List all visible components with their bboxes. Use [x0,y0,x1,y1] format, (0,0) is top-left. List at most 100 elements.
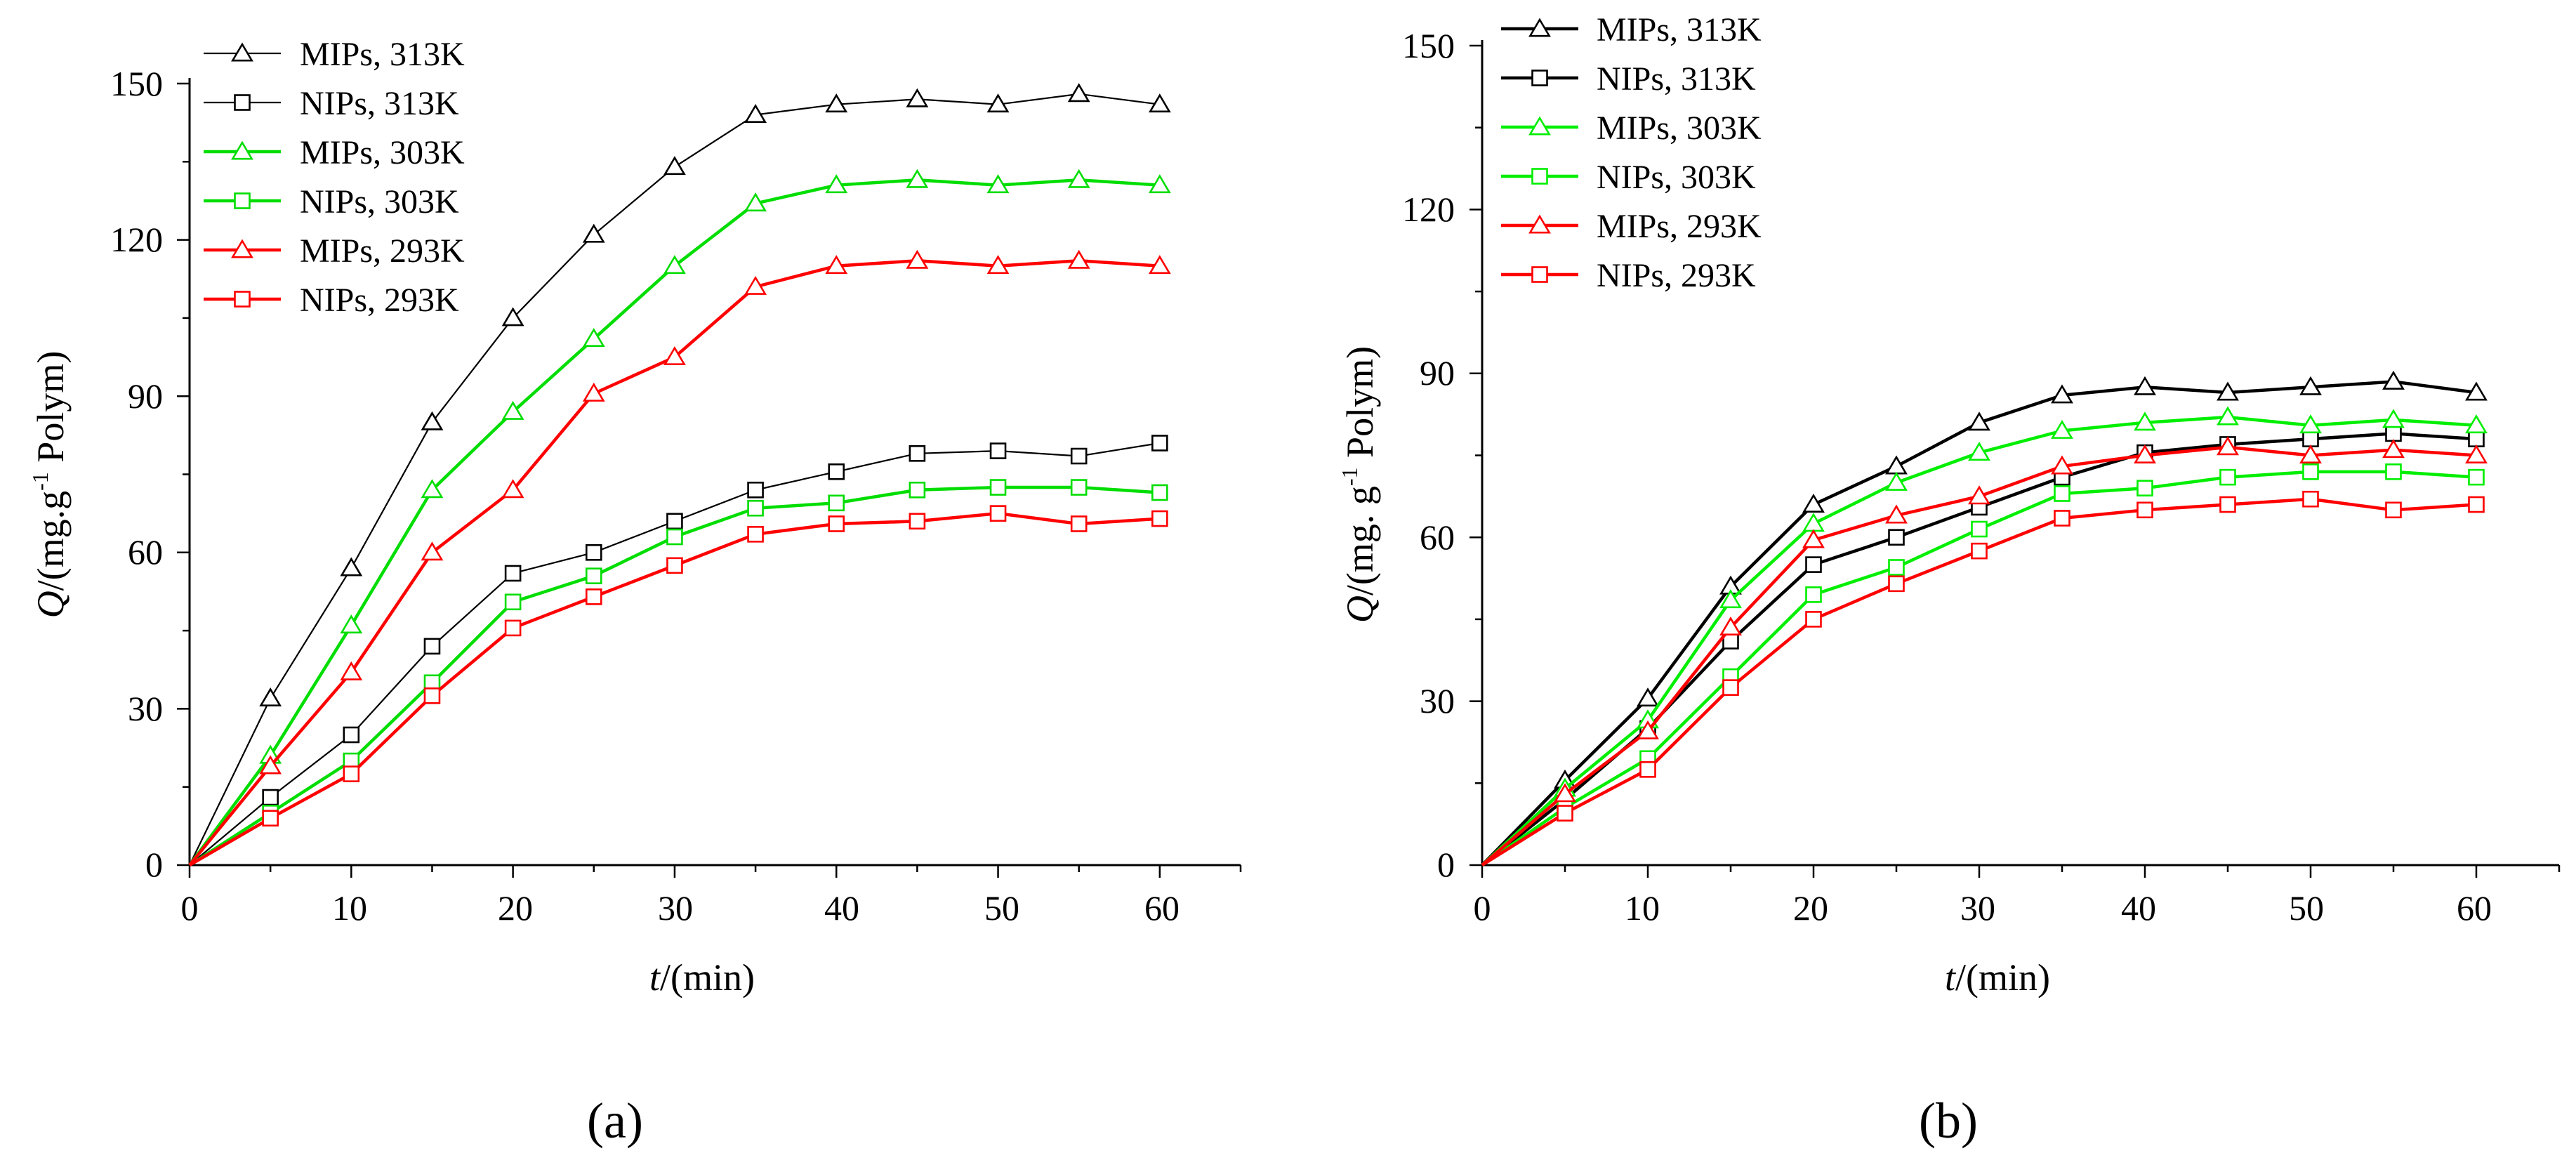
chart-b-legend-marker [1528,116,1551,136]
chart-b-data-point [2054,485,2070,502]
chart-a-data-point [986,93,1010,113]
chart-b-data-point [1888,559,1905,576]
panel-label-b: (b) [1919,1093,1978,1149]
chart-a-legend: MIPs, 313K NIPs, 313K MIPs, 303K NIPs, 3… [300,36,465,319]
chart-b-data-point [2051,384,2073,404]
chart-b-data-point [2385,425,2402,442]
chart-a-data-point [666,528,683,546]
chart-b-xtick-label: 60 [2457,888,2492,928]
chart-b-data-point [2217,406,2239,426]
chart-b-data-point [1971,520,1988,538]
chart-b-data-point [2136,480,2153,496]
chart-a-xtick-label: 30 [658,888,693,928]
chart-b-data-point [2217,436,2239,456]
chart-a-ytick-label: 0 [145,845,163,884]
chart-a-data-point [423,638,441,655]
chart-b-legend-label: MIPs, 313K [1597,11,1762,48]
chart-a-data-point [585,588,602,605]
chart-a-data-point [747,499,764,517]
chart-a-data-point [1067,169,1090,188]
chart-a-data-point [663,345,686,365]
chart-a-data-point [501,400,524,420]
chart-b-data-point [1805,586,1822,603]
chart-a-ytick-label: 60 [128,532,163,572]
chart-b-data-point [2299,414,2322,434]
chart-b-data-point [2468,496,2485,513]
chart-b-data-point [1885,455,1908,475]
chart-a-data-point [262,810,279,827]
chart-a-data-point [585,543,602,561]
chart-b-data-point [1885,504,1908,524]
chart-a-data-point [423,687,441,704]
chart-a-data-point [1148,174,1171,194]
chart-b-data-point [2302,430,2319,447]
chart-b-data-point [2465,414,2488,434]
chart-b-y-axis-title: Q/(mg. g-1 Polym) [1337,346,1381,623]
chart-b-data-point [1968,411,1990,431]
chart-b-data-point [2054,510,2070,527]
chart-b-data-point [2382,409,2405,428]
chart-a-data-point [1070,479,1088,496]
chart-b-ytick-label: 150 [1402,26,1455,65]
chart-a-data-point [1148,93,1171,113]
chart-a-data-point [582,328,605,348]
chart-b-legend-marker [1528,214,1551,234]
chart-a-xtick-label: 20 [498,888,533,928]
chart-b-data-point [2299,444,2322,463]
chart-b-xtick-label: 20 [1793,888,1828,928]
chart-b-data-point [2134,444,2156,463]
chart-a-data-point [989,505,1007,522]
chart-b-legend-label: NIPs, 313K [1597,60,1756,98]
chart-a-data-point [504,619,522,637]
chart-b-ytick-label: 60 [1420,518,1455,557]
chart-a-legend-marker [231,140,253,160]
chart-a-ytick-label: 120 [110,220,163,259]
chart-a-data-point [828,494,845,512]
chart-a-data-point [663,255,686,275]
chart-a-data-point [1070,515,1088,532]
chart-b-ytick-label: 30 [1420,681,1455,720]
chart-a-data-point [343,765,360,782]
chart-b-legend-label: MIPs, 293K [1597,208,1762,245]
chart-b-data-point [2051,455,2073,475]
chart-a-data-point [501,307,524,327]
chart-b-data-point [2382,439,2405,459]
chart-a-xtick-label: 60 [1144,888,1180,928]
chart-a-data-point [825,93,848,113]
chart-a-data-point [582,382,605,402]
chart-a-data-point [259,755,282,775]
chart-a-legend-label: MIPs, 313K [300,36,465,73]
chart-b-series-line-3 [1481,415,2477,867]
chart-b-data-point [1637,720,1659,739]
chart-b-data-point [2302,490,2319,508]
chart-b-legend-label: MIPs, 303K [1597,110,1762,147]
chart-a-legend-label: MIPs, 293K [300,232,465,270]
chart-a-data-point [340,614,363,634]
chart-b-data-point [2219,496,2236,513]
chart-b-data-point [1802,493,1825,513]
chart-a-legend-marker [231,42,253,62]
chart-b-legend-label: NIPs, 303K [1597,159,1756,196]
chart-a-data-point [825,174,848,194]
chart-a-y-axis-title: Q/(mg.g-1 Polym) [27,351,72,619]
chart-a-data-point [906,88,929,107]
chart-b-data-point [1554,783,1576,803]
chart-a-data-point [744,103,767,123]
chart-b-data-point [2136,501,2153,519]
chart-b-xtick-label: 30 [1960,888,1995,928]
chart-a-data-point [340,557,363,576]
chart-b-data-point [1722,679,1739,696]
chart-a-xtick-label: 0 [181,888,199,928]
chart-b-data-point [2051,419,2073,439]
chart-a-data-point [504,565,522,582]
chart-a-xtick-label: 10 [332,888,367,928]
chart-a-data-point [343,726,360,744]
chart-a-legend-label: NIPs, 313K [300,85,459,122]
chart-a-data-point [421,411,444,430]
chart-b-data-point [2385,463,2402,480]
chart-b-data-point [2217,381,2239,401]
chart-a-data-point [744,192,767,212]
chart-a-data-point [1151,510,1168,527]
chart-b-xtick-label: 50 [2289,888,2324,928]
chart-a-data-point [906,169,929,188]
